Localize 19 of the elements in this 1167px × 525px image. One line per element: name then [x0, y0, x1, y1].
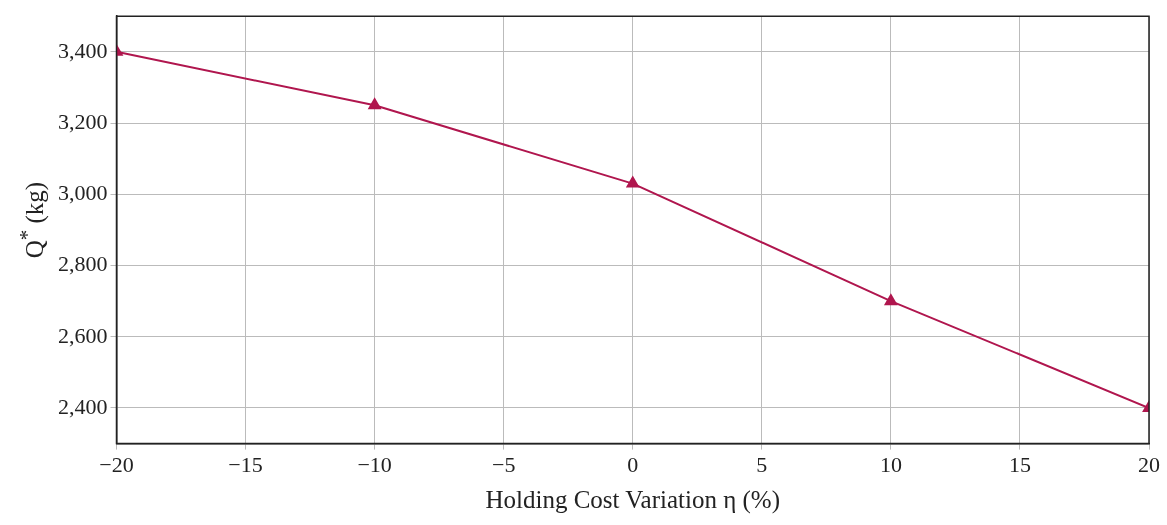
y-tick-label: 2,400 [58, 393, 108, 419]
point [626, 176, 639, 188]
x-tick-label: 15 [1008, 451, 1031, 477]
y-tick-label: 3,200 [58, 108, 108, 134]
point [884, 294, 898, 306]
x-tick-label: 0 [627, 451, 639, 477]
x-tick-label: 10 [879, 451, 902, 477]
x-tick-label: −10 [357, 451, 392, 477]
point [368, 98, 381, 110]
x-tick-label: 5 [756, 451, 768, 477]
y-tick-label: 3,000 [58, 180, 108, 206]
x-tick-label: −15 [228, 451, 263, 477]
y-tick-label: 2,800 [58, 251, 108, 277]
x-axis-title: Holding Cost Variation η (%) [485, 485, 781, 514]
x-tick-label: 20 [1138, 451, 1160, 477]
y-tick-label: 2,600 [58, 322, 108, 348]
x-tick-label: −20 [99, 451, 134, 477]
y-tick-label: 3,400 [58, 37, 108, 63]
x-tick-label: −5 [491, 451, 516, 477]
